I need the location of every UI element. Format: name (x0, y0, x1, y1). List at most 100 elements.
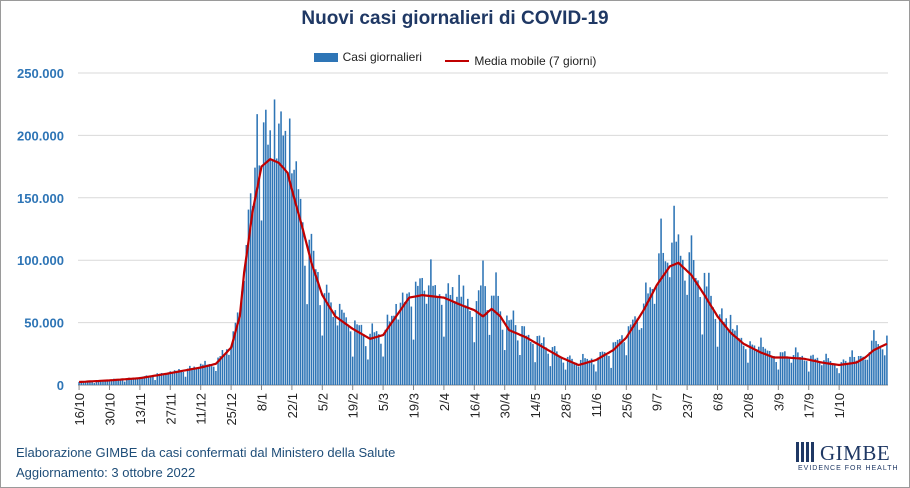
bar (488, 334, 491, 385)
bar (419, 278, 421, 385)
bar (93, 382, 96, 385)
bar (601, 351, 604, 385)
bar (432, 285, 434, 385)
bar (182, 371, 185, 385)
bar (547, 353, 549, 385)
bar (529, 342, 532, 385)
bar (668, 277, 671, 385)
legend-swatch-bars (313, 52, 338, 62)
bar (158, 373, 161, 385)
bar (779, 352, 782, 385)
bar (451, 287, 454, 385)
x-tick-label: 14/5 (528, 393, 543, 418)
bar (397, 319, 400, 385)
bar (176, 370, 178, 385)
bar (647, 293, 649, 385)
bar (503, 350, 506, 385)
bar (145, 375, 148, 385)
bar (460, 296, 463, 385)
bar (564, 369, 567, 385)
bar (332, 316, 334, 385)
bar (304, 265, 306, 385)
bar (438, 294, 441, 385)
bar (293, 169, 295, 385)
bar (317, 272, 319, 385)
bar (538, 335, 541, 385)
bar (108, 379, 111, 385)
bar (688, 252, 691, 385)
bar (221, 350, 224, 385)
bar (549, 366, 552, 385)
bar (299, 198, 302, 385)
bar (269, 130, 271, 385)
bar (104, 380, 106, 385)
bar (173, 370, 176, 385)
bar (868, 352, 871, 385)
bar (260, 220, 263, 385)
bar (525, 335, 528, 385)
bar (421, 277, 423, 385)
bar (110, 379, 113, 385)
bar (375, 331, 378, 385)
bar (117, 379, 119, 385)
bar (462, 285, 465, 385)
bar (91, 381, 93, 385)
bar (619, 339, 621, 385)
x-tick-label: 5/3 (376, 393, 391, 411)
bar (755, 349, 758, 385)
bar (97, 380, 100, 385)
bar (532, 343, 534, 385)
bar (616, 339, 619, 385)
bar (141, 376, 143, 385)
bar (569, 355, 571, 385)
bar (217, 357, 219, 385)
bar (456, 296, 458, 385)
bar (586, 358, 589, 385)
bar (603, 352, 606, 385)
bar (521, 326, 523, 385)
bar (671, 242, 673, 385)
bar (347, 326, 350, 385)
x-tick-label: 30/10 (103, 393, 118, 426)
bar (519, 355, 521, 385)
bar (584, 358, 586, 385)
bar (258, 165, 261, 385)
bar (486, 310, 489, 385)
bar (692, 260, 695, 385)
bar (343, 312, 345, 385)
bar (721, 308, 723, 385)
bar (605, 355, 608, 385)
bar (740, 337, 743, 385)
bar (228, 354, 230, 385)
bar (753, 345, 756, 385)
bar (579, 359, 582, 385)
bar (336, 325, 339, 385)
bar (121, 380, 124, 385)
bar (775, 362, 777, 385)
bar (325, 284, 328, 385)
bar (345, 317, 347, 385)
bar (766, 350, 769, 385)
bar (341, 309, 343, 385)
bar (645, 282, 647, 385)
bar (536, 336, 539, 385)
bar (801, 355, 804, 385)
bar (634, 316, 636, 385)
bar (842, 359, 845, 385)
bar (673, 205, 675, 385)
x-tick-label: 13/11 (133, 393, 148, 425)
bar (844, 360, 847, 385)
bar (764, 348, 767, 385)
x-tick-label: 9/7 (650, 393, 665, 411)
x-tick-label: 1/10 (832, 393, 847, 418)
y-tick-label: 50.000 (24, 316, 64, 331)
bar (288, 118, 291, 385)
bar (312, 250, 315, 385)
bar (599, 351, 602, 385)
bar (749, 341, 751, 385)
bar (781, 352, 784, 385)
bar (230, 347, 232, 385)
y-tick-label: 100.000 (17, 253, 64, 268)
bar (319, 305, 321, 385)
bar (731, 328, 734, 385)
